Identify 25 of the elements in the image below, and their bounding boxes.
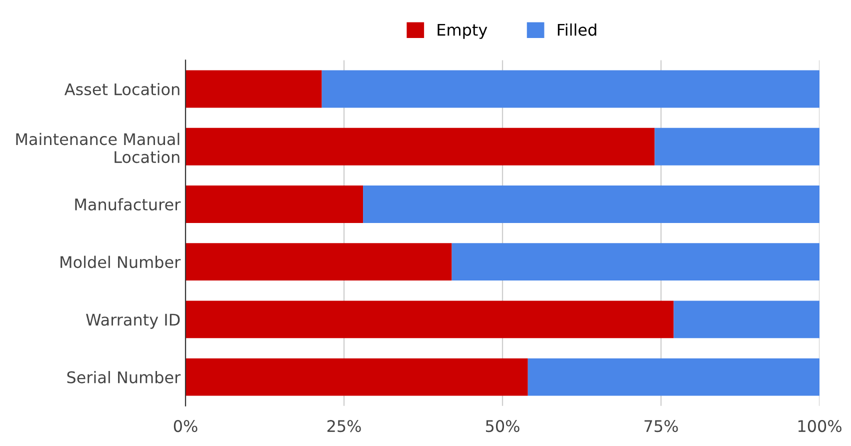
legend-label: Filled xyxy=(558,23,596,36)
bar xyxy=(186,128,655,166)
x-tick-label: 75% xyxy=(644,420,678,432)
bar xyxy=(186,358,528,396)
y-tick-label: Manufacturer xyxy=(75,198,181,211)
x-tick-label: 25% xyxy=(327,420,361,432)
legend-label: Empty xyxy=(438,24,488,39)
bar xyxy=(528,358,820,396)
bar xyxy=(186,70,322,108)
bar xyxy=(186,243,452,281)
bar xyxy=(363,186,820,223)
bar xyxy=(322,70,820,108)
y-tick-label: Maintenance Manual Location xyxy=(16,132,180,164)
y-tick-label: Asset Location xyxy=(64,82,180,96)
bar xyxy=(186,186,364,223)
bar xyxy=(452,243,820,281)
bar xyxy=(186,300,674,338)
bar xyxy=(654,128,820,166)
x-tick-label: 50% xyxy=(486,420,520,432)
bar xyxy=(674,300,820,338)
y-tick-label: Serial Number xyxy=(67,370,181,384)
y-tick-label: Warranty ID xyxy=(86,314,180,329)
x-tick-label: 0% xyxy=(174,420,198,432)
x-tick-label: 100% xyxy=(798,420,842,432)
y-tick-label: Moldel Number xyxy=(60,256,181,268)
